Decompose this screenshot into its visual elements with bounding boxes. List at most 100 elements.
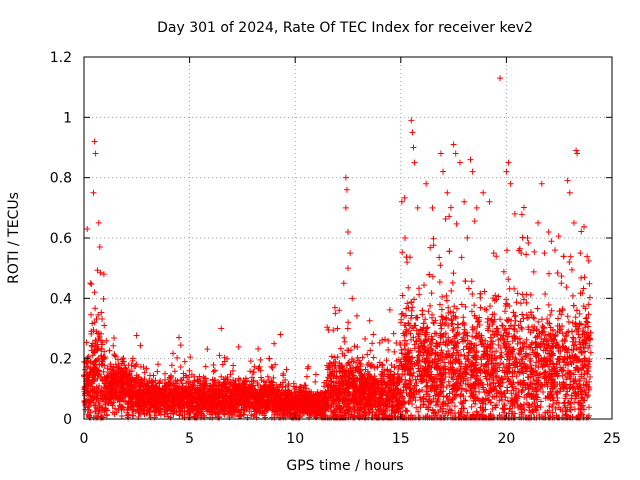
data-point-256 [98, 360, 105, 367]
data-point-928 [186, 367, 193, 374]
data-point-1094 [137, 342, 144, 349]
data-point-637 [128, 392, 135, 399]
data-point-180 [96, 383, 103, 390]
data-point-1321 [230, 362, 237, 369]
data-point-1401 [210, 362, 217, 369]
data-point-3202 [341, 334, 348, 341]
data-point-60 [82, 406, 89, 413]
data-point-4864 [531, 315, 538, 322]
data-point-229 [100, 368, 107, 375]
data-point-4728 [497, 316, 504, 323]
data-point-3605 [383, 357, 390, 364]
data-point-230 [91, 394, 98, 401]
data-point-714 [196, 373, 203, 380]
data-point-606 [118, 404, 125, 411]
data-point-593 [118, 360, 125, 367]
data-point-191 [101, 348, 108, 355]
data-point-2367 [304, 365, 311, 372]
data-point-4715 [501, 308, 508, 315]
data-point-144 [87, 409, 94, 416]
data-point-158 [91, 319, 98, 326]
data-point-4225 [460, 314, 467, 321]
data-point-4871 [430, 235, 437, 242]
data-point-1675 [155, 361, 162, 368]
data-point-245 [98, 373, 105, 380]
data-point-905 [177, 342, 184, 349]
data-point-3403 [369, 340, 376, 347]
data-point-247 [95, 372, 102, 379]
data-point-2806 [280, 370, 287, 377]
data-point-518 [110, 342, 117, 349]
data-point-3275 [326, 359, 333, 366]
data-point-641 [118, 371, 125, 378]
data-point-649 [114, 392, 121, 399]
data-point-392 [104, 365, 111, 372]
data-point-76 [83, 339, 90, 346]
data-point-4603 [421, 282, 428, 289]
data-point-4914 [564, 329, 571, 336]
data-point-222 [89, 374, 96, 381]
data-point-4375 [504, 397, 511, 404]
data-point-610 [130, 402, 137, 409]
data-point-1381 [171, 368, 178, 375]
data-point-456 [118, 412, 125, 419]
data-point-4918 [401, 194, 408, 201]
data-point-643 [111, 352, 118, 359]
data-point-3753 [366, 317, 373, 324]
data-point-1213 [255, 345, 262, 352]
data-point-506 [111, 411, 118, 418]
data-point-587 [109, 366, 116, 373]
data-point-208 [89, 343, 96, 350]
data-point-4680 [405, 284, 412, 291]
data-point-3304 [325, 326, 332, 333]
data-point-2462 [283, 366, 290, 373]
data-point-614 [112, 383, 119, 390]
data-point-4693 [409, 304, 416, 311]
data-point-540 [106, 369, 113, 376]
data-point-603 [131, 363, 138, 370]
data-point-2366 [303, 373, 310, 380]
data-point-639 [122, 390, 129, 397]
data-point-4851 [513, 299, 520, 306]
data-point-4614 [449, 279, 456, 286]
data-point-1626 [235, 343, 242, 350]
data-point-3137 [341, 338, 348, 345]
data-point-627 [102, 376, 109, 383]
data-point-175 [94, 357, 101, 364]
data-point-590 [122, 365, 129, 372]
data-point-3262 [354, 344, 361, 351]
data-point-244 [99, 355, 106, 362]
data-point-562 [120, 387, 127, 394]
data-point-3740 [362, 335, 369, 342]
data-point-621 [130, 412, 137, 419]
data-point-226 [100, 296, 107, 303]
data-point-234 [89, 383, 96, 390]
data-point-238 [88, 347, 95, 354]
data-point-49 [82, 366, 89, 373]
chart-title: Day 301 of 2024, Rate Of TEC Index for r… [157, 20, 533, 36]
data-point-813 [216, 352, 223, 359]
data-point-1666 [146, 372, 153, 379]
data-point-223 [87, 392, 94, 399]
data-point-216 [95, 392, 102, 399]
data-point-524 [114, 356, 121, 363]
data-point-4697 [439, 293, 446, 300]
data-point-4807 [454, 321, 461, 328]
data-point-4519 [516, 347, 523, 354]
data-point-646 [107, 381, 114, 388]
data-point-4935 [438, 325, 445, 332]
data-point-450 [129, 355, 136, 362]
data-point-159 [96, 333, 103, 340]
data-point-630 [125, 379, 132, 386]
data-point-4733 [425, 308, 432, 315]
data-point-212 [97, 388, 104, 395]
data-point-1013 [211, 367, 218, 374]
data-point-531 [102, 406, 109, 413]
data-point-4407 [451, 403, 458, 410]
data-point-1688 [170, 350, 177, 357]
data-point-2518 [305, 363, 312, 370]
data-point-4656 [469, 290, 476, 297]
data-point-254 [88, 311, 95, 318]
data-point-3471 [385, 346, 392, 353]
